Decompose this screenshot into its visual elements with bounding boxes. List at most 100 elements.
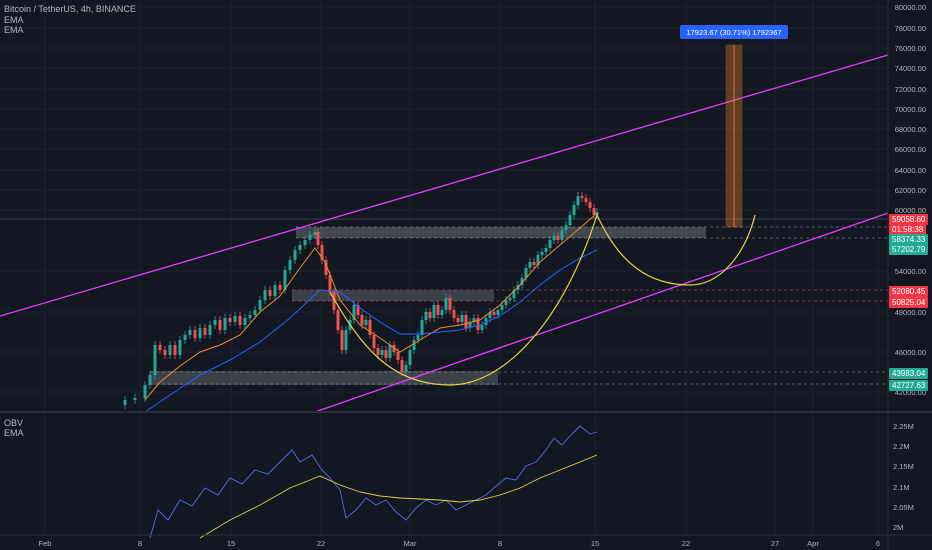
- candle-body: [532, 262, 536, 265]
- candle-body: [540, 252, 544, 255]
- candle-body: [560, 230, 564, 240]
- ema-fast-line: [144, 214, 596, 401]
- candle-body: [512, 290, 516, 298]
- candle-body: [213, 320, 217, 325]
- time-tick-label: 15: [227, 539, 235, 548]
- indicator-obv-ema[interactable]: EMA: [4, 428, 24, 438]
- candle-body: [436, 305, 440, 315]
- price-tag-level-4: 50825.04: [889, 297, 929, 308]
- candle-body: [158, 345, 162, 350]
- candle-body: [203, 328, 207, 335]
- level-lines: [0, 218, 888, 385]
- candle-body: [416, 335, 420, 340]
- zone-mid: [292, 290, 494, 301]
- candle-body: [568, 215, 572, 225]
- candle-body: [528, 262, 532, 268]
- price-tag-countdown: 01:58:38: [889, 224, 927, 235]
- candle-body: [440, 310, 444, 315]
- candle-body: [148, 375, 152, 385]
- candle-body: [368, 320, 372, 335]
- time-tick-label: 8: [498, 539, 502, 548]
- price-tag-level-3: 52080.45: [889, 286, 929, 297]
- candle-body: [316, 232, 320, 245]
- price-tag-level-2: 57202.79: [889, 244, 929, 255]
- price-tick-label: 68000.00: [895, 125, 926, 134]
- candle-body: [448, 298, 452, 310]
- time-tick-label: 8: [138, 539, 142, 548]
- candle-body: [428, 312, 432, 318]
- candle-body: [352, 305, 356, 320]
- candle-body: [424, 312, 428, 320]
- candle-body: [228, 318, 232, 322]
- time-axis[interactable]: Feb 8 15 22 Mar 8 15 22 27 Apr 6: [39, 539, 881, 548]
- candle-body: [488, 312, 492, 318]
- zone-bottom: [150, 371, 498, 385]
- obv-axis[interactable]: 2.25M 2.2M 2.15M 2.1M 2.05M 2M: [893, 422, 914, 532]
- cup-and-handle-curve[interactable]: [329, 213, 756, 386]
- indicator-ema-2[interactable]: EMA: [4, 25, 24, 35]
- price-tick-label: 72000.00: [895, 85, 926, 94]
- candle-body: [388, 345, 392, 358]
- indicator-obv[interactable]: OBV: [4, 418, 24, 428]
- symbol-title: Bitcoin / TetherUS, 4h, BINANCE: [4, 4, 136, 14]
- price-tick-label: 46000.00: [895, 348, 926, 357]
- price-tick-label: 62000.00: [895, 186, 926, 195]
- candle-body: [556, 236, 560, 240]
- candle-body: [173, 345, 177, 355]
- candle-body: [484, 318, 488, 325]
- price-tick-label: 78000.00: [895, 24, 926, 33]
- candle-body: [364, 320, 368, 325]
- price-tick-label: 54000.00: [895, 267, 926, 276]
- candle-body: [564, 225, 568, 230]
- candle-body: [293, 250, 297, 260]
- measure-label: 17923.67 (30.71%) 1792367: [686, 28, 781, 37]
- candle-body: [324, 260, 328, 275]
- candle-body: [404, 365, 408, 372]
- candle-body: [432, 305, 436, 318]
- candle-body: [332, 292, 336, 310]
- price-tick-label: 80000.00: [895, 3, 926, 12]
- candle-body: [492, 312, 496, 315]
- candle-body: [460, 315, 464, 322]
- price-tick-label: 76000.00: [895, 44, 926, 53]
- candle-body: [468, 322, 472, 328]
- candle-body: [356, 305, 360, 315]
- channel-upper-line[interactable]: [0, 54, 889, 317]
- candle-body: [198, 328, 202, 338]
- obv-tick-label: 2.1M: [893, 483, 910, 492]
- candle-body: [183, 335, 187, 340]
- obv-tick-label: 2.05M: [893, 503, 914, 512]
- obv-tick-label: 2.2M: [893, 442, 910, 451]
- price-tick-label: 74000.00: [895, 64, 926, 73]
- resistance-zone-top: [296, 227, 706, 238]
- candle-body: [588, 202, 592, 208]
- candle-body: [218, 320, 222, 330]
- candle-body: [456, 318, 460, 322]
- candle-body: [476, 318, 480, 330]
- candle-body: [143, 385, 147, 398]
- candle-body: [298, 245, 302, 250]
- candle-body: [412, 340, 416, 350]
- channel-lower-line[interactable]: [314, 212, 889, 413]
- time-tick-label: Apr: [807, 539, 819, 548]
- candle-body: [420, 320, 424, 335]
- candle-body: [524, 268, 528, 278]
- indicator-ema-1[interactable]: EMA: [4, 15, 24, 25]
- measure-label-box: [680, 25, 788, 39]
- candle-body: [552, 236, 556, 240]
- time-tick-label: Feb: [39, 539, 52, 548]
- candle-body: [238, 316, 242, 325]
- candle-body: [392, 345, 396, 352]
- obv-tick-label: 2.25M: [893, 422, 914, 431]
- price-tick-label: 60000.00: [895, 206, 926, 215]
- candle-body: [163, 350, 167, 355]
- candle-body: [283, 270, 287, 290]
- price-tag-level-6: 42727.63: [889, 380, 929, 391]
- candle-body: [572, 205, 576, 215]
- candle-body: [384, 350, 388, 358]
- candle-body: [584, 198, 588, 202]
- candle-body: [263, 290, 267, 300]
- candle-body: [472, 318, 476, 322]
- price-axis[interactable]: 80000.00 78000.00 76000.00 74000.00 72000.00…: [895, 3, 926, 397]
